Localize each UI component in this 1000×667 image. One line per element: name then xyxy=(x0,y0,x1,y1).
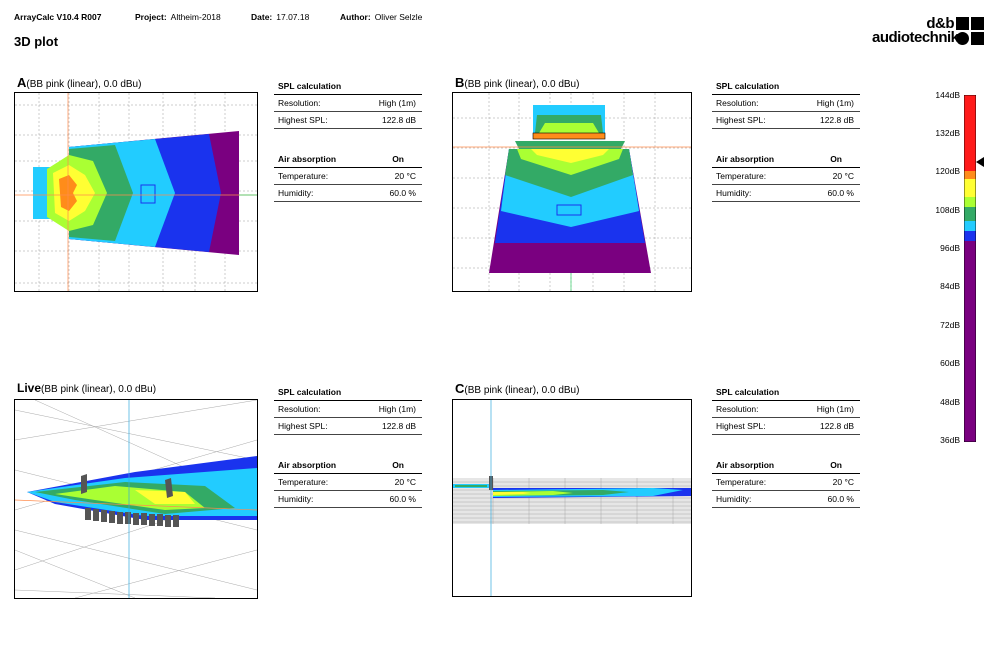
plot-b-title: B(BB pink (linear), 0.0 dBu) xyxy=(455,75,580,90)
scale-label: 72dB xyxy=(940,320,960,330)
dnb-logo: d&b audiotechnik xyxy=(872,16,987,49)
scale-label: 36dB xyxy=(940,435,960,445)
scale-label: 120dB xyxy=(935,166,960,176)
project-field: Project: Altheim-2018 xyxy=(135,12,221,22)
page-title: 3D plot xyxy=(14,34,59,49)
plot-live-title: Live(BB pink (linear), 0.0 dBu) xyxy=(17,381,157,395)
plot-a-graphic xyxy=(15,93,257,291)
scale-label: 108dB xyxy=(935,205,960,215)
info-panel-a: SPL calculation Resolution: High (1m) Hig… xyxy=(274,78,422,202)
plot-a-title: A(BB pink (linear), 0.0 dBu) xyxy=(17,75,142,90)
scale-label: 132dB xyxy=(935,128,960,138)
info-panel-live: SPL calculation Resolution: High (1m) Hig… xyxy=(274,384,422,508)
plot-c-title: C(BB pink (linear), 0.0 dBu) xyxy=(455,381,580,396)
app-version: ArrayCalc V10.4 R007 xyxy=(14,12,102,22)
info-panel-c: SPL calculation Resolution: High (1m) Hig… xyxy=(712,384,860,508)
info-panel-b: SPL calculation Resolution: High (1m) Hig… xyxy=(712,78,860,202)
scale-label: 96dB xyxy=(940,243,960,253)
plot-live-graphic xyxy=(15,400,257,598)
plot-a[interactable] xyxy=(14,92,258,292)
date-field: Date: 17.07.18 xyxy=(251,12,310,22)
plot-c[interactable] xyxy=(452,399,692,597)
scale-label: 60dB xyxy=(940,358,960,368)
scale-label: 48dB xyxy=(940,397,960,407)
plot-b[interactable] xyxy=(452,92,692,292)
spl-color-scale-bar xyxy=(964,95,976,442)
spl-color-scale xyxy=(964,95,976,442)
highest-spl-marker-icon xyxy=(976,157,984,167)
plot-b-graphic xyxy=(453,93,691,291)
scale-label: 84dB xyxy=(940,281,960,291)
author-field: Author: Oliver Selzle xyxy=(340,12,423,22)
plot-c-graphic xyxy=(453,400,691,596)
scale-label: 144dB xyxy=(935,90,960,100)
plot-live[interactable] xyxy=(14,399,258,599)
